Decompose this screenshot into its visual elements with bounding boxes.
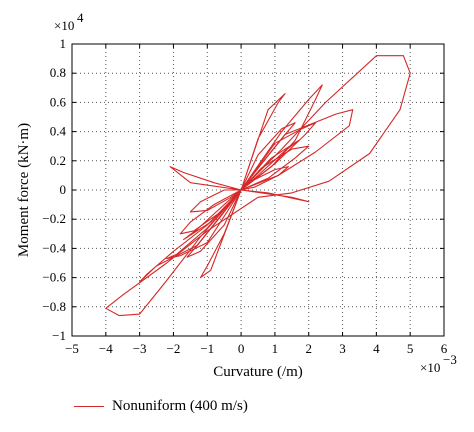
hysteresis-loop (166, 189, 242, 260)
y-tick-label: 0.2 (50, 153, 66, 168)
x-axis-multiplier: ×10 −3 (420, 352, 457, 375)
hysteresis-loop (139, 189, 242, 283)
y-tick-label: −0.8 (42, 299, 66, 314)
hysteresis-loop (183, 189, 242, 241)
x-tick-label: 2 (305, 341, 312, 356)
x-tick-label: 3 (339, 341, 346, 356)
x-axis-label: Curvature (/m) (213, 364, 303, 380)
hysteresis-loop (241, 189, 310, 203)
y-multiplier-exponent: 4 (77, 10, 84, 25)
hysteresis-loop (240, 139, 300, 191)
y-tick-label: −0.4 (42, 240, 66, 255)
y-tick-label: −0.6 (42, 270, 66, 285)
x-multiplier-exponent: −3 (443, 352, 457, 367)
y-axis-multiplier: ×10 4 (54, 10, 84, 33)
y-tick-label: −0.2 (42, 211, 66, 226)
x-tick-label: 4 (373, 341, 380, 356)
x-tick-label: 5 (407, 341, 414, 356)
y-tick-label: 0.8 (50, 65, 66, 80)
x-tick-label: 6 (441, 341, 448, 356)
hysteresis-loop (240, 122, 296, 191)
x-tick-label: 0 (238, 341, 245, 356)
y-tick-label: 0 (60, 182, 67, 197)
y-tick-label: 1 (60, 36, 67, 51)
x-tick-label: −5 (65, 341, 79, 356)
x-tick-label: −3 (133, 341, 147, 356)
hysteresis-loop (186, 189, 242, 258)
y-multiplier-base: ×10 (54, 18, 74, 33)
x-multiplier-base: ×10 (420, 360, 440, 375)
y-tick-label: −1 (52, 328, 66, 343)
legend-label: Nonuniform (400 m/s) (112, 397, 248, 414)
series-layer (105, 55, 411, 317)
hysteresis-loop (189, 189, 242, 213)
hysteresis-loop (240, 122, 317, 191)
y-tick-label: 0.4 (50, 124, 67, 139)
legend: Nonuniform (400 m/s) (74, 395, 248, 417)
grid (72, 44, 444, 336)
x-tick-label: −4 (99, 341, 113, 356)
y-tick-label: 0.6 (50, 94, 67, 109)
axis-ticks: −5 −4 −3 −2 −1 0 1 2 3 4 5 6 1 0.8 0.6 0.4 0.2 0 −0.2 −0.4 −… (42, 36, 447, 356)
x-tick-label: 1 (272, 341, 279, 356)
hysteresis-loop (240, 93, 286, 191)
x-tick-label: −1 (200, 341, 214, 356)
hysteresis-loop (199, 189, 242, 279)
legend-line-swatch (74, 405, 104, 407)
x-tick-label: −2 (167, 341, 181, 356)
hysteresis-loop (169, 166, 242, 191)
y-axis-label: Moment force (kN·m) (16, 123, 32, 257)
